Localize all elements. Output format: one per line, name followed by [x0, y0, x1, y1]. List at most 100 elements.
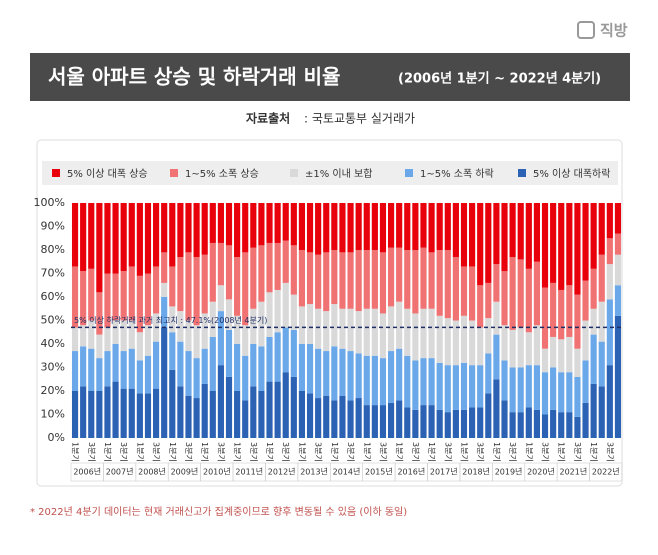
bar-segment — [558, 203, 565, 290]
bar-segment — [209, 242, 216, 302]
legend-label: 1~5% 소폭 상승 — [185, 168, 259, 180]
year-label: 2012년 — [268, 467, 296, 477]
bar-segment — [290, 294, 297, 330]
year-label: 2016년 — [397, 467, 425, 477]
bar-segment — [541, 287, 549, 349]
bar-segment — [436, 409, 443, 438]
bar-segment — [404, 308, 411, 356]
bar-segment — [185, 351, 192, 396]
bar-segment — [493, 203, 500, 265]
y-tick-label: 60% — [41, 290, 65, 303]
bar-segment — [258, 203, 265, 246]
bar-segment — [161, 282, 168, 297]
legend-label: 5% 이상 대폭하락 — [533, 167, 610, 180]
bar-segment — [396, 348, 403, 401]
bar-segment — [509, 412, 516, 438]
logo-text: 직방 — [600, 22, 628, 40]
x-tick-label: 3분기 — [281, 442, 290, 462]
bar-segment — [606, 299, 613, 366]
year-box — [589, 462, 623, 482]
bar-segment — [371, 250, 378, 309]
bar-segment — [379, 358, 387, 406]
bar-segment — [144, 393, 152, 438]
year-label: 2018년 — [462, 467, 490, 477]
bar-segment — [112, 344, 119, 382]
logo: 직방 — [577, 21, 628, 40]
bar-segment — [590, 268, 597, 309]
x-tick-label: 3분기 — [249, 442, 258, 462]
bar-segment — [298, 250, 306, 307]
y-tick-label: 90% — [41, 220, 65, 233]
x-tick-label: 1분기 — [71, 442, 80, 462]
bar-segment — [282, 282, 289, 328]
x-tick-label: 1분기 — [589, 442, 598, 462]
bar-segment — [493, 264, 500, 302]
bar-segment — [420, 308, 427, 359]
bar-segment — [282, 372, 289, 438]
bar-segment — [315, 254, 322, 309]
bar-segment — [590, 203, 597, 269]
bar-segment — [323, 311, 330, 352]
bar-segment — [590, 308, 597, 335]
bar-segment — [177, 386, 184, 438]
bar-segment — [493, 301, 500, 335]
bar-segment — [533, 365, 540, 410]
bar-segment — [541, 203, 549, 288]
bar-segment — [120, 320, 127, 352]
year-label: 2017년 — [430, 467, 458, 477]
source-text: : 국토교통부 실거래가 — [304, 112, 415, 126]
footnote: * 2022년 4분기 데이터는 현재 거래신고가 집계중이므로 향후 변동될 … — [30, 505, 407, 518]
bar-segment — [96, 203, 103, 293]
x-tick-label: 1분기 — [233, 442, 242, 462]
bar-segment — [533, 325, 540, 366]
bar-segment — [274, 381, 281, 438]
x-tick-label: 3분기 — [119, 442, 128, 462]
bar-segment — [217, 242, 224, 286]
bar-segment — [339, 252, 346, 309]
year-label: 2015년 — [365, 467, 393, 477]
bar-segment — [493, 334, 500, 380]
bar-segment — [371, 203, 378, 250]
bar-segment — [104, 386, 111, 438]
bar-segment — [128, 203, 135, 267]
bar-segment — [323, 252, 330, 312]
bar-segment — [169, 332, 176, 370]
bar-segment — [501, 271, 508, 326]
bar-segment — [363, 250, 370, 309]
bar-segment — [469, 365, 476, 408]
bar-segment — [217, 311, 224, 366]
bar-segment — [290, 203, 297, 246]
x-tick-label: 1분기 — [200, 442, 209, 462]
x-tick-label: 1분기 — [265, 442, 274, 462]
bar-segment — [201, 203, 208, 255]
bar-segment — [614, 285, 622, 316]
annotation-label: 5% 이상 하락거래 과거 최고치 : 47.1%(2008년 4분기) — [74, 315, 267, 325]
bar-segment — [525, 332, 532, 366]
bar-segment — [558, 412, 565, 438]
bar-segment — [169, 369, 176, 438]
bar-segment — [566, 285, 573, 337]
x-tick-label: 1분기 — [168, 442, 177, 462]
bar-segment — [323, 351, 330, 396]
bar-segment — [525, 365, 532, 408]
bar-segment — [363, 355, 370, 406]
bar-segment — [420, 358, 427, 406]
bar-segment — [460, 409, 468, 438]
bar-segment — [347, 308, 354, 352]
bar-segment — [428, 252, 435, 309]
bar-segment — [80, 271, 87, 326]
x-tick-label: 3분기 — [443, 442, 452, 462]
bar-segment — [444, 365, 451, 413]
bar-segment — [201, 348, 208, 384]
bar-segment — [582, 280, 589, 321]
bar-segment — [217, 365, 224, 438]
bar-segment — [193, 398, 200, 438]
bar-segment — [136, 275, 143, 333]
bar-segment — [274, 289, 281, 333]
bar-segment — [250, 203, 257, 248]
bar-segment — [550, 203, 557, 283]
bar-segment — [250, 247, 257, 309]
bar-segment — [598, 254, 605, 302]
bar-segment — [379, 252, 387, 314]
bar-segment — [242, 325, 249, 356]
